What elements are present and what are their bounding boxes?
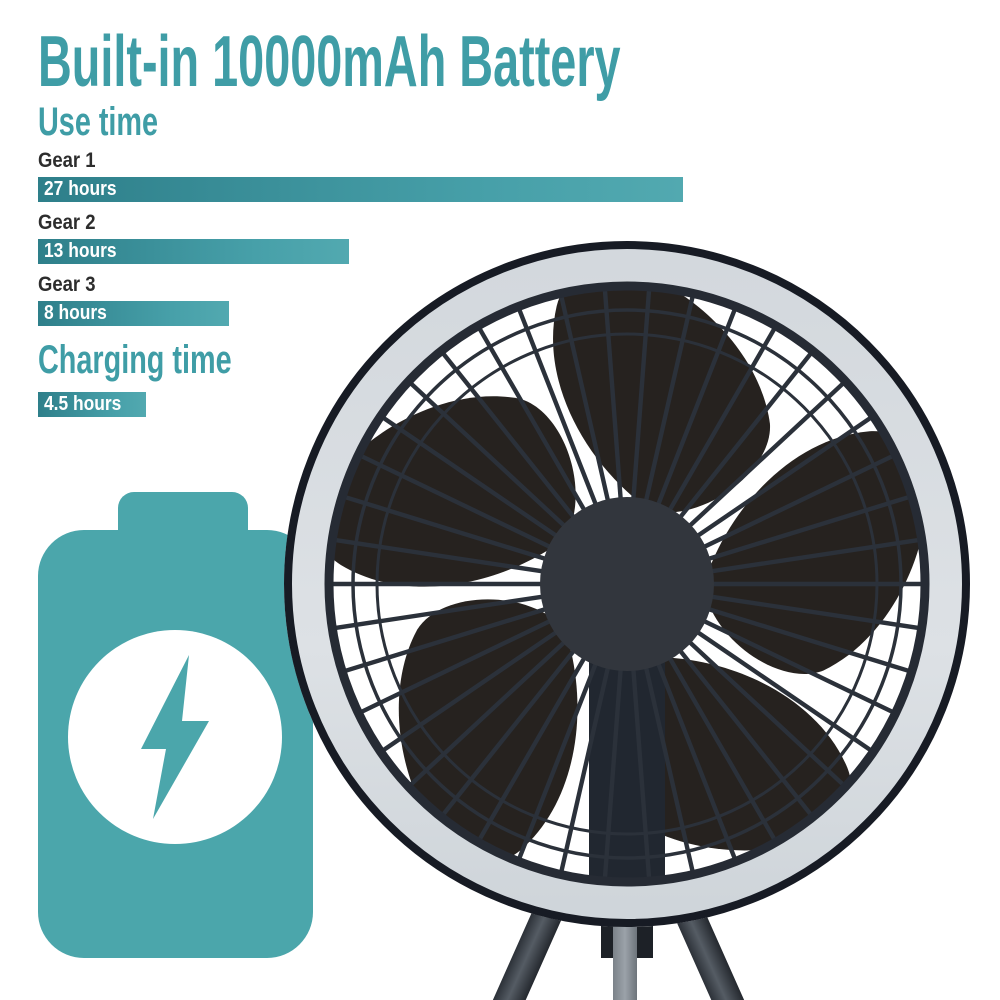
duration-bar: 4.5 hours (38, 392, 146, 417)
charging-time-heading: Charging time (38, 338, 232, 382)
fan-blades (317, 268, 927, 862)
battery-charging-icon (38, 492, 313, 958)
bar-category-label: Gear 2 (38, 211, 96, 234)
fan-product-image (284, 241, 970, 1000)
fan-led-ring (291, 248, 963, 920)
fan-spokes (329, 286, 925, 882)
charging-time-bars: 4.5 hours (38, 392, 307, 417)
use-time-bars: Gear 1 27 hours Gear 2 13 hours Gear 3 8 hour… (38, 150, 683, 326)
fan-hub (540, 497, 714, 671)
duration-bar: 13 hours (38, 239, 349, 264)
fan-motor-support (589, 634, 665, 889)
fan-grille (329, 286, 925, 882)
use-time-section: Use time Gear 1 27 hours Gear 2 13 hours Gea… (38, 102, 683, 336)
bar-category-label: Gear 1 (38, 149, 96, 172)
page-title: Built-in 10000mAh Battery (38, 22, 621, 102)
use-time-heading: Use time (38, 100, 159, 144)
bar-category-label: Gear 3 (38, 273, 96, 296)
lightning-bolt-icon (141, 655, 209, 819)
battery-bolt-circle (68, 630, 282, 844)
duration-bar: 27 hours (38, 177, 683, 202)
fan-inner-ring (318, 275, 936, 893)
duration-bar: 8 hours (38, 301, 229, 326)
charging-time-section: Charging time 4.5 hours (38, 340, 307, 427)
fan-outer-rim (284, 241, 970, 927)
